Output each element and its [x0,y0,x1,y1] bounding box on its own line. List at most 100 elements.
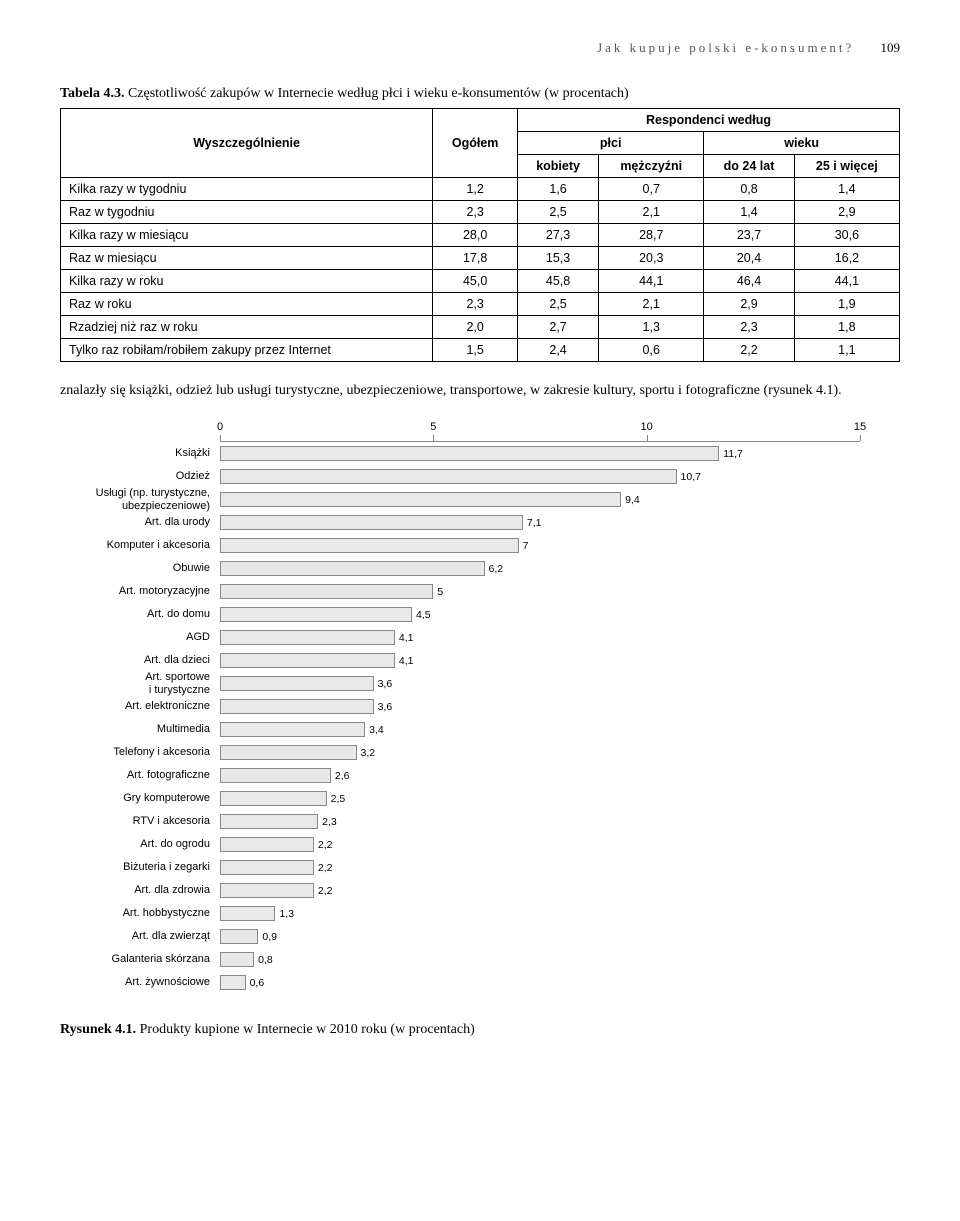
axis-tick-label: 10 [641,421,653,433]
bar-rect [220,561,485,576]
bar-row: Art. sportowei turystyczne3,6 [220,672,860,695]
table-row: Rzadziej niż raz w roku2,02,71,32,31,8 [61,316,900,339]
table-cell: 0,8 [704,178,794,201]
bar-value: 11,7 [723,448,743,460]
bar-row: Gry komputerowe2,5 [220,787,860,810]
bar-rect [220,630,395,645]
bar-value: 4,1 [399,632,414,644]
chart-bars: Książki11,7Odzież10,7Usługi (np. turysty… [220,442,860,994]
bar-value: 2,3 [322,816,337,828]
table-cell: 2,7 [518,316,599,339]
bar-row: Usługi (np. turystyczne,ubezpieczeniowe)… [220,488,860,511]
bar-rect [220,745,357,760]
figure-caption-label: Rysunek 4.1. [60,1022,136,1037]
bar-label: Odzież [60,470,216,482]
bar-label: Art. fotograficzne [60,769,216,781]
row-label: Kilka razy w roku [61,270,433,293]
bar-rect [220,515,523,530]
bar-rect [220,883,314,898]
bar-row: Biżuteria i zegarki2,2 [220,856,860,879]
table-cell: 44,1 [599,270,704,293]
bar-value: 0,8 [258,954,273,966]
bar-rect [220,791,327,806]
table-row: Raz w miesiącu17,815,320,320,416,2 [61,247,900,270]
bar-label: RTV i akcesoria [60,815,216,827]
bar-value: 6,2 [489,563,504,575]
bar-value: 4,1 [399,655,414,667]
table-row: Kilka razy w tygodniu1,21,60,70,81,4 [61,178,900,201]
bar-row: Galanteria skórzana0,8 [220,948,860,971]
th-wieku: wieku [704,132,900,155]
bar-label: Usługi (np. turystyczne,ubezpieczeniowe) [60,487,216,511]
bar-label: Art. dla zwierząt [60,930,216,942]
axis-tick-line [220,435,221,441]
bar-rect [220,676,374,691]
table-cell: 1,2 [433,178,518,201]
row-label: Kilka razy w tygodniu [61,178,433,201]
bar-label: Art. hobbystyczne [60,907,216,919]
table-cell: 2,9 [704,293,794,316]
frequency-table: Wyszczególnienie Ogółem Respondenci wedł… [60,108,900,362]
bar-value: 0,9 [262,931,277,943]
bar-label: Art. dla zdrowia [60,884,216,896]
table-cell: 2,5 [518,293,599,316]
table-cell: 1,6 [518,178,599,201]
table-cell: 2,3 [433,201,518,224]
axis-tick-line [433,435,434,441]
bar-label: Komputer i akcesoria [60,539,216,551]
bar-rect [220,469,677,484]
table-cell: 2,3 [704,316,794,339]
bar-label: Gry komputerowe [60,792,216,804]
table-row: Raz w tygodniu2,32,52,11,42,9 [61,201,900,224]
bar-label: Telefony i akcesoria [60,746,216,758]
bar-label: Obuwie [60,562,216,574]
table-row: Tylko raz robiłam/robiłem zakupy przez I… [61,339,900,362]
table-cell: 1,4 [794,178,899,201]
bar-value: 2,5 [331,793,346,805]
axis-tick-label: 0 [217,421,223,433]
bar-rect [220,653,395,668]
bar-row: Art. dla zwierząt0,9 [220,925,860,948]
bar-rect [220,446,719,461]
bar-value: 9,4 [625,494,640,506]
running-title: Jak kupuje polski e-konsument? [597,40,854,55]
row-label: Raz w tygodniu [61,201,433,224]
th-wyszczegolnienie: Wyszczególnienie [61,109,433,178]
table-cell: 1,9 [794,293,899,316]
table-body: Kilka razy w tygodniu1,21,60,70,81,4Raz … [61,178,900,362]
th-25plus: 25 i więcej [794,155,899,178]
table-cell: 45,0 [433,270,518,293]
page-number: 109 [881,40,901,55]
figure-caption: Rysunek 4.1. Produkty kupione w Internec… [60,1022,900,1038]
bar-rect [220,699,374,714]
table-cell: 1,3 [599,316,704,339]
table-cell: 2,3 [433,293,518,316]
table-cell: 0,7 [599,178,704,201]
bar-label: Multimedia [60,723,216,735]
bar-row: Art. do ogrodu2,2 [220,833,860,856]
bar-row: AGD4,1 [220,626,860,649]
bar-row: Odzież10,7 [220,465,860,488]
table-cell: 2,5 [518,201,599,224]
table-cell: 30,6 [794,224,899,247]
table-cell: 1,1 [794,339,899,362]
table-cell: 0,6 [599,339,704,362]
bar-rect [220,607,412,622]
th-plci: płci [518,132,704,155]
axis-tick-label: 15 [854,421,866,433]
bar-value: 3,2 [361,747,376,759]
bar-rect [220,768,331,783]
row-label: Kilka razy w miesiącu [61,224,433,247]
row-label: Rzadziej niż raz w roku [61,316,433,339]
th-respondenci: Respondenci według [518,109,900,132]
bar-value: 2,6 [335,770,350,782]
table-cell: 2,9 [794,201,899,224]
figure-caption-text: Produkty kupione w Internecie w 2010 rok… [140,1022,475,1037]
products-bar-chart: 051015 Książki11,7Odzież10,7Usługi (np. … [60,421,900,994]
bar-rect [220,952,254,967]
row-label: Raz w miesiącu [61,247,433,270]
table-caption-label: Tabela 4.3. [60,86,124,101]
bar-label: Art. dla dzieci [60,654,216,666]
running-header: Jak kupuje polski e-konsument? 109 [60,40,900,56]
bar-label: AGD [60,631,216,643]
